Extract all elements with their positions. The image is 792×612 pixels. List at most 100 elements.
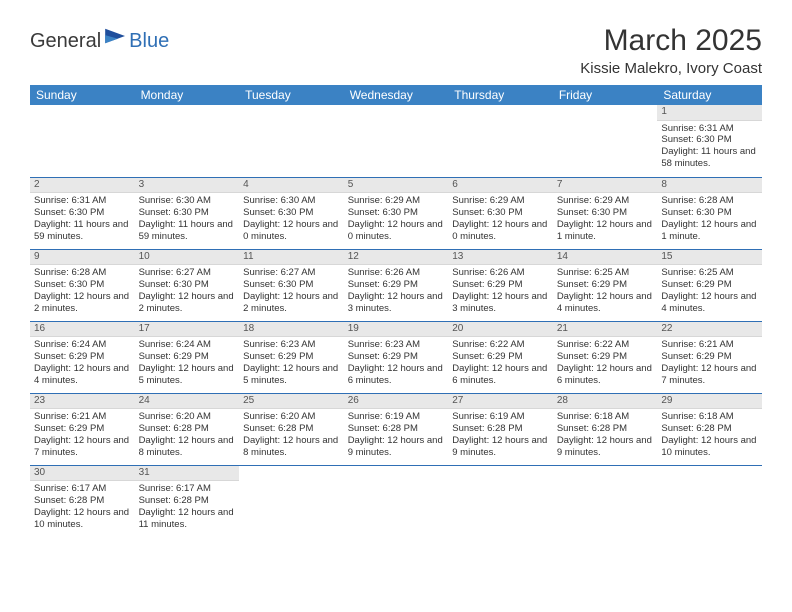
calendar-row: 16Sunrise: 6:24 AMSunset: 6:29 PMDayligh… <box>30 321 762 393</box>
day-number: 6 <box>448 178 553 194</box>
sunrise-line: Sunrise: 6:26 AM <box>348 267 445 279</box>
empty-cell <box>448 105 553 177</box>
day-cell: 31Sunrise: 6:17 AMSunset: 6:28 PMDayligh… <box>135 465 240 537</box>
sunset-line: Sunset: 6:28 PM <box>557 423 654 435</box>
daylight-line: Daylight: 12 hours and 9 minutes. <box>348 435 445 459</box>
day-cell: 6Sunrise: 6:29 AMSunset: 6:30 PMDaylight… <box>448 177 553 249</box>
sunset-line: Sunset: 6:30 PM <box>661 134 758 146</box>
day-cell: 7Sunrise: 6:29 AMSunset: 6:30 PMDaylight… <box>553 177 658 249</box>
day-number: 3 <box>135 178 240 194</box>
day-body: Sunrise: 6:28 AMSunset: 6:30 PMDaylight:… <box>30 265 135 317</box>
sunrise-line: Sunrise: 6:17 AM <box>139 483 236 495</box>
sunrise-line: Sunrise: 6:23 AM <box>348 339 445 351</box>
day-cell: 8Sunrise: 6:28 AMSunset: 6:30 PMDaylight… <box>657 177 762 249</box>
sunset-line: Sunset: 6:29 PM <box>34 423 131 435</box>
sunrise-line: Sunrise: 6:28 AM <box>661 195 758 207</box>
day-number: 9 <box>30 250 135 266</box>
daylight-line: Daylight: 12 hours and 6 minutes. <box>348 363 445 387</box>
day-cell: 17Sunrise: 6:24 AMSunset: 6:29 PMDayligh… <box>135 321 240 393</box>
sunrise-line: Sunrise: 6:18 AM <box>661 411 758 423</box>
daylight-line: Daylight: 12 hours and 0 minutes. <box>348 219 445 243</box>
page-header: General Blue March 2025 Kissie Malekro, … <box>30 24 762 77</box>
day-number: 5 <box>344 178 449 194</box>
sunrise-line: Sunrise: 6:21 AM <box>661 339 758 351</box>
calendar-header-row: SundayMondayTuesdayWednesdayThursdayFrid… <box>30 85 762 105</box>
sunrise-line: Sunrise: 6:24 AM <box>139 339 236 351</box>
day-cell: 12Sunrise: 6:26 AMSunset: 6:29 PMDayligh… <box>344 249 449 321</box>
daylight-line: Daylight: 12 hours and 7 minutes. <box>34 435 131 459</box>
sunset-line: Sunset: 6:29 PM <box>139 351 236 363</box>
day-body: Sunrise: 6:29 AMSunset: 6:30 PMDaylight:… <box>448 193 553 245</box>
sunset-line: Sunset: 6:28 PM <box>452 423 549 435</box>
day-number: 4 <box>239 178 344 194</box>
empty-cell <box>657 465 762 537</box>
day-number: 7 <box>553 178 658 194</box>
daylight-line: Daylight: 12 hours and 10 minutes. <box>34 507 131 531</box>
day-header: Saturday <box>657 85 762 105</box>
day-cell: 14Sunrise: 6:25 AMSunset: 6:29 PMDayligh… <box>553 249 658 321</box>
calendar-row: 2Sunrise: 6:31 AMSunset: 6:30 PMDaylight… <box>30 177 762 249</box>
title-block: March 2025 Kissie Malekro, Ivory Coast <box>580 24 762 77</box>
sunset-line: Sunset: 6:28 PM <box>34 495 131 507</box>
sunrise-line: Sunrise: 6:26 AM <box>452 267 549 279</box>
day-number: 27 <box>448 394 553 410</box>
sunrise-line: Sunrise: 6:27 AM <box>243 267 340 279</box>
day-number: 24 <box>135 394 240 410</box>
calendar-row: 9Sunrise: 6:28 AMSunset: 6:30 PMDaylight… <box>30 249 762 321</box>
sunset-line: Sunset: 6:30 PM <box>139 279 236 291</box>
day-cell: 16Sunrise: 6:24 AMSunset: 6:29 PMDayligh… <box>30 321 135 393</box>
day-body: Sunrise: 6:31 AMSunset: 6:30 PMDaylight:… <box>657 121 762 173</box>
empty-cell <box>344 105 449 177</box>
sunset-line: Sunset: 6:30 PM <box>452 207 549 219</box>
sunrise-line: Sunrise: 6:18 AM <box>557 411 654 423</box>
day-body: Sunrise: 6:21 AMSunset: 6:29 PMDaylight:… <box>30 409 135 461</box>
day-cell: 18Sunrise: 6:23 AMSunset: 6:29 PMDayligh… <box>239 321 344 393</box>
day-header: Sunday <box>30 85 135 105</box>
sunrise-line: Sunrise: 6:20 AM <box>139 411 236 423</box>
day-number: 17 <box>135 322 240 338</box>
sunset-line: Sunset: 6:30 PM <box>661 207 758 219</box>
daylight-line: Daylight: 11 hours and 59 minutes. <box>34 219 131 243</box>
sunset-line: Sunset: 6:29 PM <box>243 351 340 363</box>
day-number: 25 <box>239 394 344 410</box>
day-cell: 5Sunrise: 6:29 AMSunset: 6:30 PMDaylight… <box>344 177 449 249</box>
sunset-line: Sunset: 6:28 PM <box>139 495 236 507</box>
day-cell: 21Sunrise: 6:22 AMSunset: 6:29 PMDayligh… <box>553 321 658 393</box>
day-body: Sunrise: 6:20 AMSunset: 6:28 PMDaylight:… <box>135 409 240 461</box>
day-number: 18 <box>239 322 344 338</box>
sunset-line: Sunset: 6:28 PM <box>139 423 236 435</box>
day-body: Sunrise: 6:18 AMSunset: 6:28 PMDaylight:… <box>657 409 762 461</box>
sunset-line: Sunset: 6:30 PM <box>348 207 445 219</box>
daylight-line: Daylight: 12 hours and 8 minutes. <box>243 435 340 459</box>
daylight-line: Daylight: 12 hours and 0 minutes. <box>243 219 340 243</box>
empty-cell <box>553 105 658 177</box>
day-header: Tuesday <box>239 85 344 105</box>
day-number: 12 <box>344 250 449 266</box>
sunrise-line: Sunrise: 6:31 AM <box>34 195 131 207</box>
calendar-row: 23Sunrise: 6:21 AMSunset: 6:29 PMDayligh… <box>30 393 762 465</box>
day-body: Sunrise: 6:24 AMSunset: 6:29 PMDaylight:… <box>135 337 240 389</box>
daylight-line: Daylight: 12 hours and 6 minutes. <box>557 363 654 387</box>
flag-icon <box>105 27 127 45</box>
sunset-line: Sunset: 6:30 PM <box>557 207 654 219</box>
day-body: Sunrise: 6:30 AMSunset: 6:30 PMDaylight:… <box>135 193 240 245</box>
sunset-line: Sunset: 6:30 PM <box>34 207 131 219</box>
sunrise-line: Sunrise: 6:23 AM <box>243 339 340 351</box>
day-number: 31 <box>135 466 240 482</box>
sunset-line: Sunset: 6:30 PM <box>243 207 340 219</box>
sunrise-line: Sunrise: 6:27 AM <box>139 267 236 279</box>
day-cell: 4Sunrise: 6:30 AMSunset: 6:30 PMDaylight… <box>239 177 344 249</box>
day-body: Sunrise: 6:19 AMSunset: 6:28 PMDaylight:… <box>344 409 449 461</box>
empty-cell <box>239 105 344 177</box>
day-number: 29 <box>657 394 762 410</box>
sunset-line: Sunset: 6:28 PM <box>348 423 445 435</box>
page-title: March 2025 <box>580 24 762 58</box>
day-cell: 24Sunrise: 6:20 AMSunset: 6:28 PMDayligh… <box>135 393 240 465</box>
sunrise-line: Sunrise: 6:17 AM <box>34 483 131 495</box>
sunrise-line: Sunrise: 6:28 AM <box>34 267 131 279</box>
daylight-line: Daylight: 12 hours and 1 minute. <box>557 219 654 243</box>
day-number: 30 <box>30 466 135 482</box>
day-body: Sunrise: 6:28 AMSunset: 6:30 PMDaylight:… <box>657 193 762 245</box>
day-body: Sunrise: 6:31 AMSunset: 6:30 PMDaylight:… <box>30 193 135 245</box>
daylight-line: Daylight: 12 hours and 3 minutes. <box>348 291 445 315</box>
